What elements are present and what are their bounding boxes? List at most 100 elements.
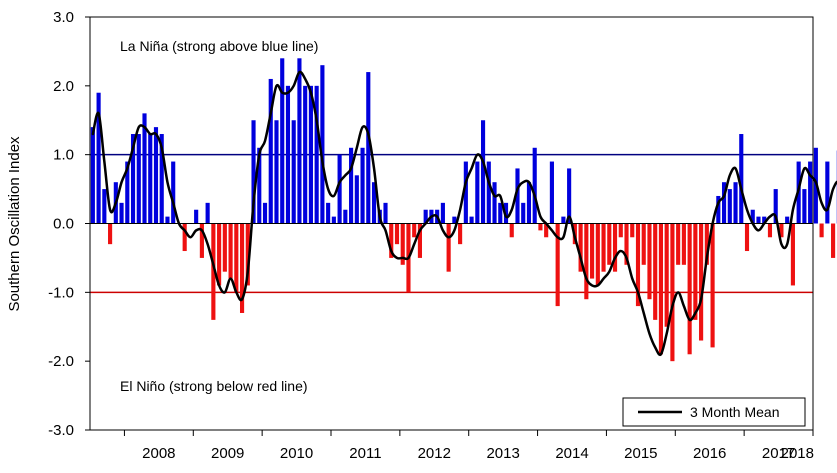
- legend-label: 3 Month Mean: [690, 404, 780, 420]
- soi-bar: [337, 154, 342, 224]
- soi-bar: [612, 223, 618, 272]
- soi-bar: [308, 85, 313, 224]
- soi-bar: [767, 223, 773, 238]
- soi-bar: [469, 216, 474, 224]
- soi-bar: [676, 223, 681, 265]
- soi-bar: [590, 223, 595, 279]
- soi-bar: [653, 223, 658, 320]
- soi-bar: [182, 223, 187, 252]
- y-tick-label: 0.0: [53, 216, 74, 233]
- soi-bar: [790, 223, 795, 286]
- soi-bar: [492, 182, 497, 224]
- soi-bar: [153, 127, 159, 224]
- soi-bar: [343, 209, 348, 224]
- soi-bar: [687, 223, 692, 355]
- soi-bar: [785, 216, 790, 224]
- soi-bar: [412, 223, 417, 238]
- x-tick-label: 2008: [142, 445, 175, 462]
- soi-bar: [108, 223, 113, 245]
- soi-bar: [360, 147, 365, 224]
- x-tick-label: 2010: [280, 445, 313, 462]
- soi-bar: [446, 223, 451, 272]
- soi-bar: [257, 147, 262, 224]
- soi-bar: [549, 161, 554, 224]
- soi-bar: [526, 182, 532, 224]
- soi-bar: [194, 209, 199, 224]
- soi-bar: [607, 223, 612, 265]
- soi-bar: [538, 223, 543, 231]
- soi-bar: [239, 223, 245, 313]
- soi-bar: [366, 72, 371, 224]
- soi-bar: [303, 85, 308, 224]
- soi-bar: [171, 161, 176, 224]
- soi-bar: [222, 223, 227, 272]
- soi-bar: [584, 223, 589, 300]
- soi-bar: [647, 223, 652, 300]
- soi-bar: [664, 223, 669, 327]
- soi-bar: [681, 223, 686, 265]
- soi-bar: [802, 189, 807, 224]
- soi-bar: [658, 223, 663, 355]
- soi-bar: [371, 182, 377, 224]
- soi-bar: [630, 223, 635, 238]
- soi-bar: [509, 223, 514, 238]
- soi-bar: [280, 58, 285, 224]
- soi-bar: [326, 202, 331, 224]
- soi-bar: [165, 216, 170, 224]
- soi-bar: [756, 216, 761, 224]
- soi-bar: [721, 182, 727, 224]
- soi-bar: [670, 223, 675, 362]
- soi-bar: [251, 120, 256, 224]
- soi-bar: [624, 223, 629, 265]
- soi-bar: [96, 92, 101, 224]
- soi-bar: [285, 85, 291, 224]
- x-tick-label: 2009: [211, 445, 244, 462]
- soi-bar: [125, 161, 130, 224]
- soi-bar: [291, 120, 296, 224]
- soi-bar: [808, 161, 813, 224]
- soi-bar: [618, 223, 623, 238]
- soi-bar: [199, 223, 204, 258]
- soi-bar: [831, 223, 836, 258]
- three-month-mean-line: [91, 70, 837, 357]
- y-axis-label: Southern Oscillation Index: [6, 136, 23, 312]
- soi-bar: [561, 216, 566, 224]
- soi-bar: [274, 120, 279, 224]
- soi-bar: [400, 223, 405, 265]
- soi-bar: [710, 223, 715, 348]
- soi-bar: [521, 202, 526, 224]
- soi-bar: [130, 134, 136, 224]
- soi-bar: [733, 182, 738, 224]
- x-tick-label: 2015: [624, 445, 657, 462]
- y-tick-label: 1.0: [53, 147, 74, 164]
- soi-bar: [595, 223, 600, 286]
- soi-bar: [532, 147, 537, 224]
- soi-bar: [641, 223, 646, 265]
- soi-bar: [515, 168, 520, 224]
- soi-bar: [819, 223, 824, 238]
- soi-bar: [383, 202, 388, 224]
- y-tick-label: -3.0: [48, 422, 74, 439]
- x-tick-label: 2014: [555, 445, 588, 462]
- soi-bar: [423, 209, 428, 224]
- threshold-lines: [90, 153, 813, 294]
- soi-bar: [349, 147, 354, 224]
- x-tick-label: 2013: [486, 445, 519, 462]
- soi-bar: [159, 134, 164, 224]
- soi-bars: [90, 58, 837, 362]
- soi-bar: [297, 58, 302, 224]
- soi-bar: [268, 78, 273, 224]
- soi-bar: [119, 202, 124, 224]
- y-tick-label: -2.0: [48, 353, 74, 370]
- soi-bar: [699, 223, 704, 341]
- soi-bar: [417, 223, 422, 258]
- soi-bar: [825, 161, 830, 224]
- soi-bar: [142, 113, 147, 224]
- soi-bar: [389, 223, 394, 258]
- soi-bar: [440, 202, 445, 224]
- soi-bar: [601, 223, 606, 272]
- soi-bar: [354, 175, 359, 224]
- soi-bar: [503, 202, 509, 224]
- soi-bar: [739, 134, 744, 224]
- soi-bar: [704, 223, 709, 265]
